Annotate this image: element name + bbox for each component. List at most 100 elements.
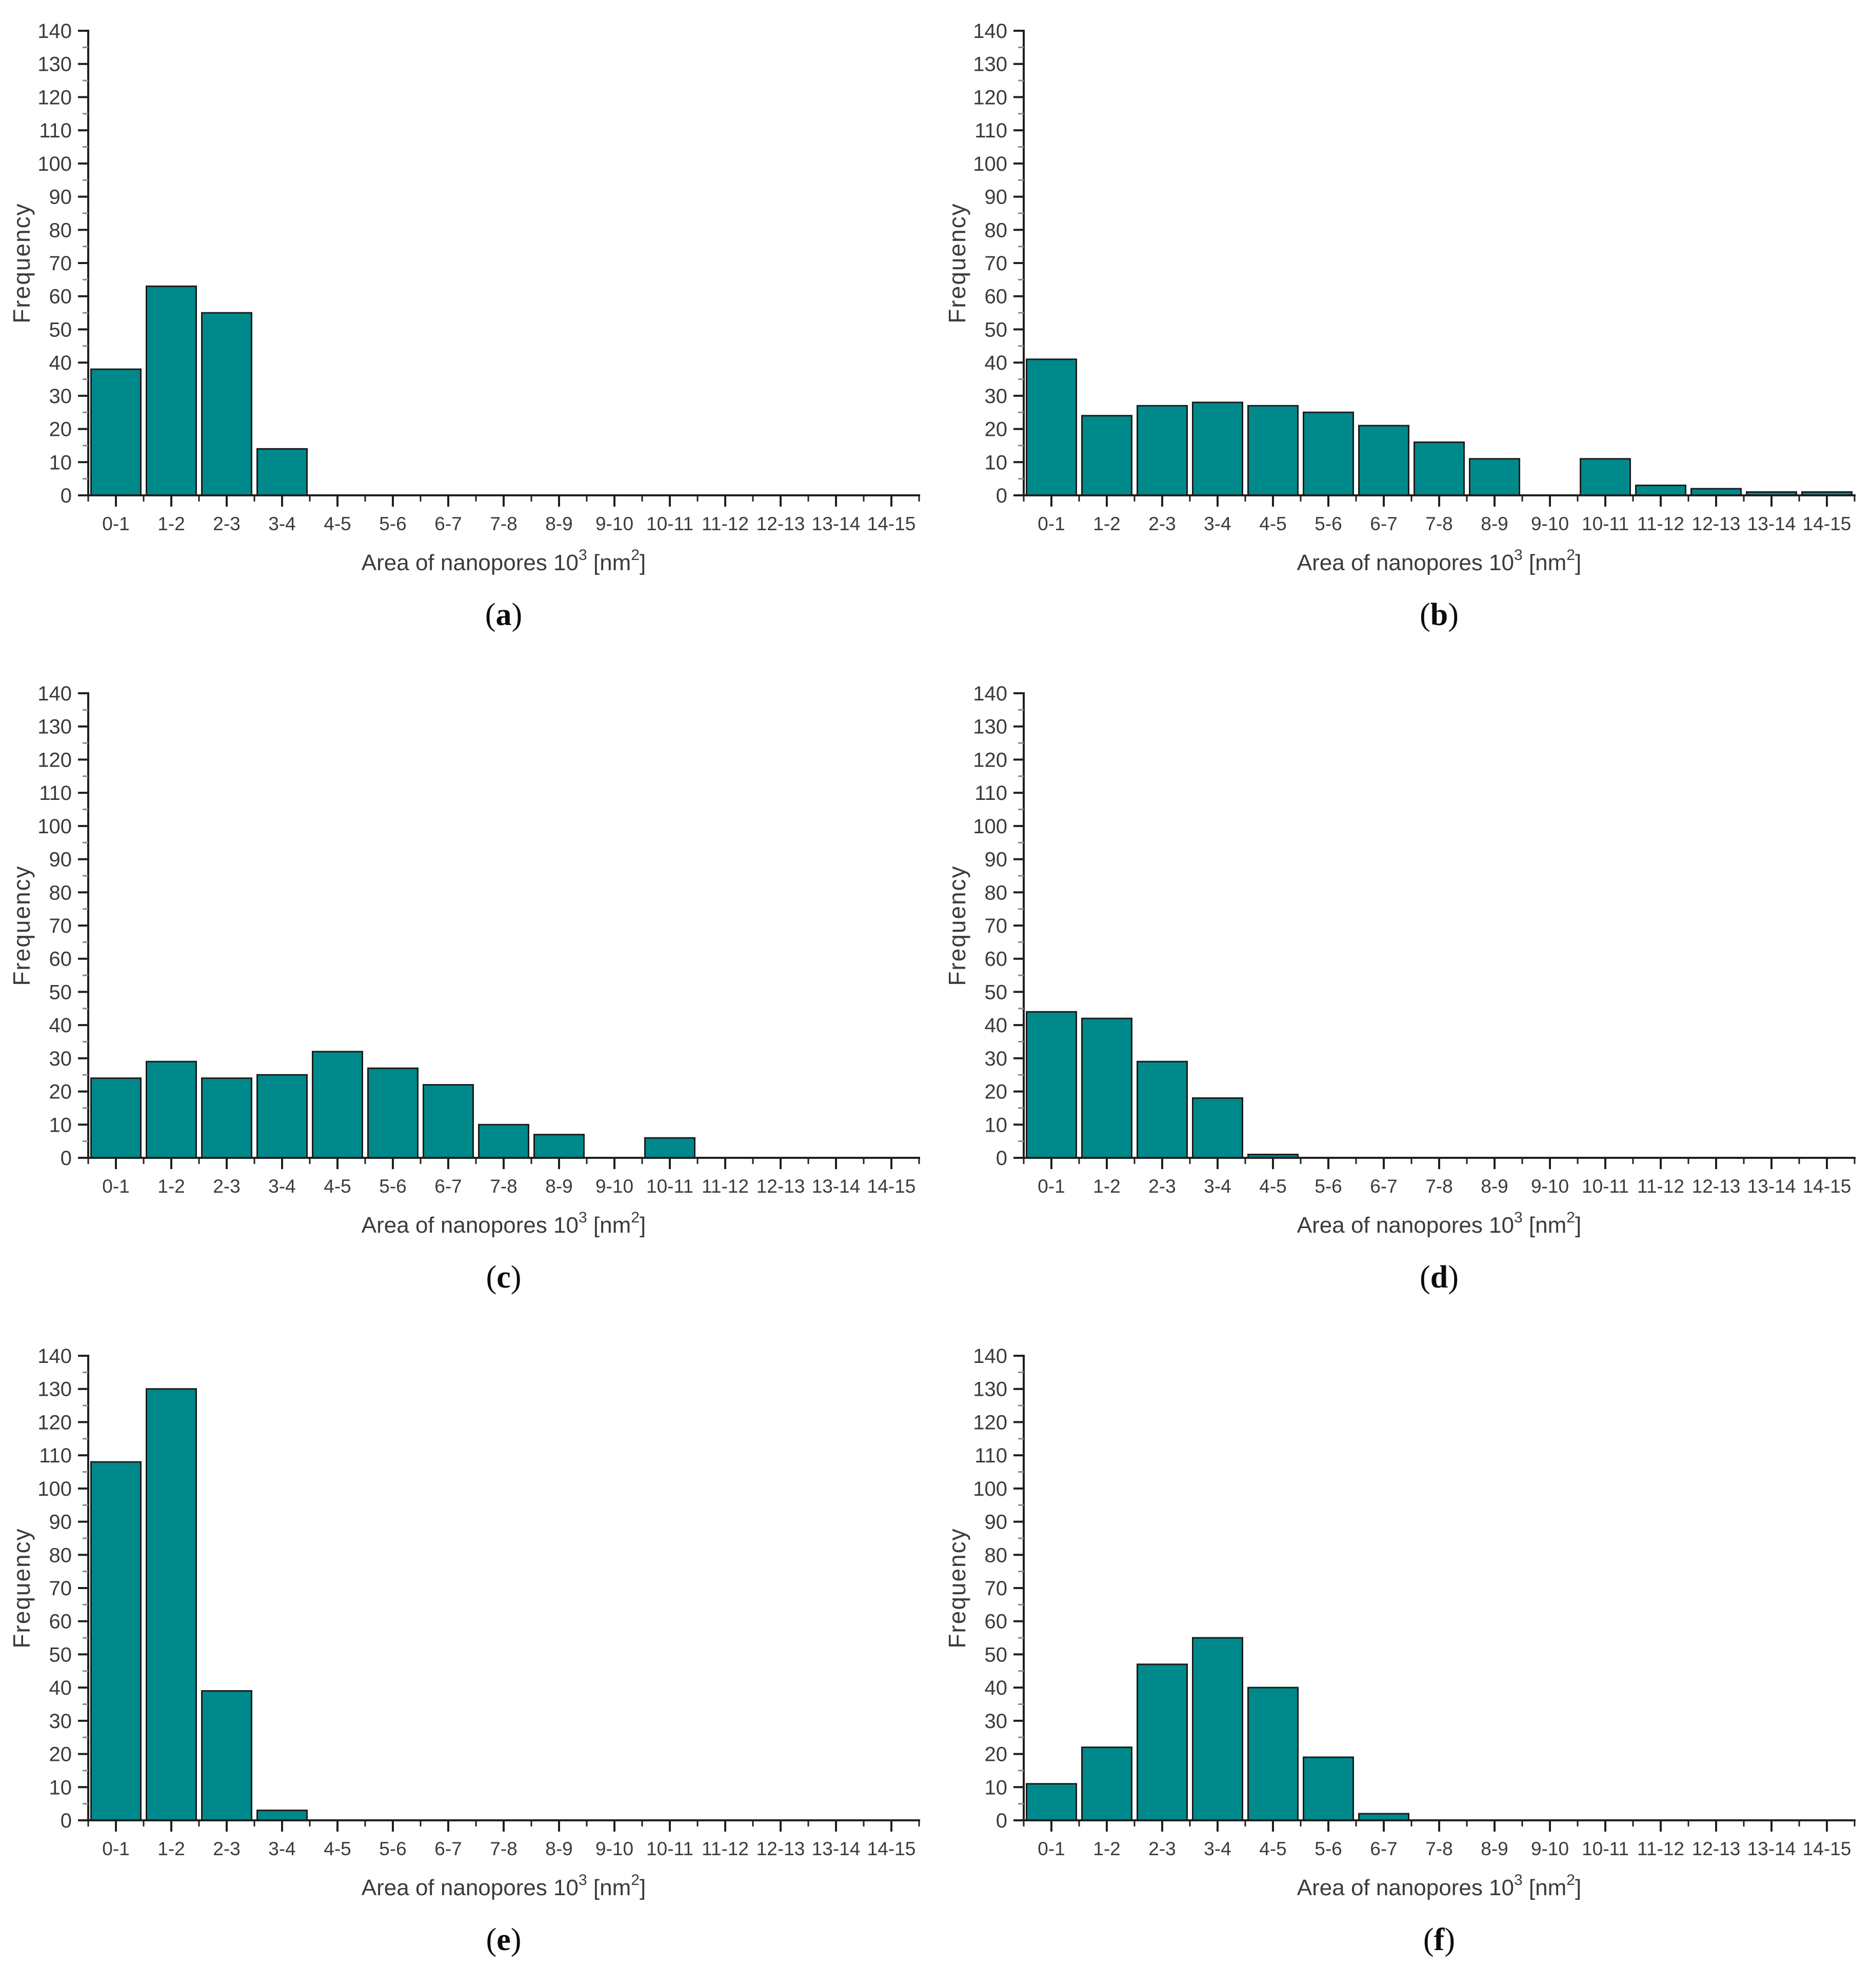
y-tick-label: 50 <box>985 1643 1008 1666</box>
x-tick-label: 2-3 <box>213 513 240 534</box>
x-tick-label: 12-13 <box>1692 1176 1741 1197</box>
y-tick-label: 10 <box>49 1114 72 1136</box>
x-tick-label: 2-3 <box>213 1838 240 1859</box>
bar-4-5 <box>1247 1686 1299 1821</box>
y-tick-label: 70 <box>49 915 72 937</box>
x-tick-label: 5-6 <box>379 1838 406 1859</box>
bar-1-2 <box>1081 1746 1132 1821</box>
y-tick-label: 120 <box>37 749 72 771</box>
x-tick-label: 9-10 <box>595 1838 633 1859</box>
x-tick-label: 6-7 <box>1370 513 1397 534</box>
y-tick-label: 20 <box>49 1743 72 1766</box>
x-tick-label: 14-15 <box>867 1176 916 1197</box>
bar-1-2 <box>1081 415 1132 496</box>
x-axis-label: Area of nanopores 103 [nm2] <box>362 1872 646 1900</box>
y-axis-label: Frequency <box>944 203 970 323</box>
y-tick-label: 110 <box>974 119 1007 142</box>
x-tick-label: 4-5 <box>1259 1838 1286 1859</box>
x-axis-label: Area of nanopores 103 [nm2] <box>1297 1872 1581 1900</box>
y-tick-label: 10 <box>985 1114 1008 1136</box>
y-tick-label: 10 <box>49 451 72 474</box>
bar-8-9 <box>533 1134 585 1159</box>
x-tick-label: 3-4 <box>268 1176 295 1197</box>
y-tick-label: 30 <box>49 1048 72 1070</box>
y-axis-label: Frequency <box>944 865 970 986</box>
bar-10-11 <box>644 1137 695 1159</box>
x-tick-label: 7-8 <box>1425 1838 1452 1859</box>
panel-e: 0 10 20 30 40 50 60 70 80 90 100 110 120 130 140 0-1 1-2… <box>0 1325 936 1987</box>
caption-close-paren: ) <box>510 1260 522 1295</box>
x-tick-label: 6-7 <box>434 1838 462 1859</box>
y-tick-label: 60 <box>49 1611 72 1633</box>
y-tick-label: 120 <box>973 86 1007 109</box>
x-tick-label: 13-14 <box>812 513 861 534</box>
y-tick-label: 20 <box>49 1081 72 1103</box>
x-tick-label: 1-2 <box>157 513 185 534</box>
y-tick-label: 40 <box>985 1014 1008 1037</box>
bar-1-2 <box>1081 1017 1132 1159</box>
y-tick-label: 90 <box>985 186 1008 209</box>
y-tick-label: 10 <box>985 1776 1008 1799</box>
y-tick-label: 80 <box>985 219 1008 242</box>
bar-2-3 <box>201 1077 252 1159</box>
panel-caption-f: (f) <box>1024 1922 1855 1958</box>
y-tick-label: 130 <box>37 716 72 738</box>
y-tick-label: 30 <box>985 385 1008 408</box>
x-tick-label: 0-1 <box>1038 1176 1065 1197</box>
y-tick-label: 140 <box>973 20 1007 43</box>
y-tick-label: 140 <box>973 682 1007 705</box>
y-tick-label: 100 <box>973 815 1007 838</box>
y-tick-label: 120 <box>37 1411 72 1434</box>
y-tick-label: 20 <box>985 1743 1008 1766</box>
y-tick-label: 20 <box>49 418 72 441</box>
x-tick-label: 5-6 <box>1315 513 1342 534</box>
y-tick-label: 40 <box>985 352 1008 374</box>
x-axis-label: Area of nanopores 103 [nm2] <box>1297 1209 1581 1238</box>
x-tick-label: 13-14 <box>1747 1838 1796 1859</box>
panel-caption-d: (d) <box>1024 1259 1855 1296</box>
y-tick-label: 90 <box>49 849 72 871</box>
y-tick-label: 50 <box>49 981 72 1003</box>
histogram-chart-e: 0 10 20 30 40 50 60 70 80 90 100 110 120 130 140 0-1 1-2… <box>8 1345 920 1900</box>
caption-letter: a <box>495 597 512 632</box>
y-tick-label: 90 <box>49 186 72 209</box>
caption-close-paren: ) <box>1448 1260 1459 1295</box>
x-tick-label: 11-12 <box>702 1176 749 1197</box>
x-tick-label: 9-10 <box>1531 1176 1569 1197</box>
histogram-chart-f: 0 10 20 30 40 50 60 70 80 90 100 110 120 130 140 0-1 1-2… <box>944 1345 1856 1900</box>
x-tick-label: 5-6 <box>1315 1176 1342 1197</box>
y-tick-label: 130 <box>37 1378 72 1401</box>
panel-caption-c: (c) <box>88 1259 919 1296</box>
x-tick-label: 7-8 <box>490 513 517 534</box>
y-tick-label: 110 <box>974 782 1007 805</box>
x-tick-label: 12-13 <box>1692 1838 1741 1859</box>
x-tick-label: 5-6 <box>379 513 406 534</box>
y-tick-label: 40 <box>49 1014 72 1037</box>
y-tick-label: 30 <box>49 1710 72 1733</box>
x-tick-label: 9-10 <box>1531 1838 1569 1859</box>
x-tick-label: 3-4 <box>268 513 295 534</box>
y-tick-label: 140 <box>973 1345 1007 1368</box>
caption-close-paren: ) <box>1444 1922 1455 1957</box>
y-tick-label: 20 <box>985 1081 1008 1103</box>
y-tick-label: 0 <box>61 1147 72 1170</box>
caption-letter: b <box>1430 597 1448 632</box>
y-tick-label: 60 <box>49 286 72 308</box>
y-tick-label: 0 <box>61 1810 72 1832</box>
y-tick-label: 140 <box>37 682 72 705</box>
caption-letter: c <box>496 1260 511 1295</box>
x-tick-label: 0-1 <box>1038 1838 1065 1859</box>
x-tick-label: 5-6 <box>379 1176 406 1197</box>
y-tick-label: 120 <box>973 749 1007 771</box>
caption-letter: f <box>1434 1922 1445 1957</box>
x-tick-label: 1-2 <box>157 1838 185 1859</box>
x-tick-label: 13-14 <box>1747 513 1796 534</box>
caption-letter: e <box>496 1922 511 1957</box>
panel-f: 0 10 20 30 40 50 60 70 80 90 100 110 120 130 140 0-1 1-2… <box>936 1325 1871 1987</box>
x-tick-label: 1-2 <box>157 1176 185 1197</box>
x-tick-label: 4-5 <box>324 1176 351 1197</box>
y-tick-label: 10 <box>985 451 1008 474</box>
y-tick-label: 130 <box>37 53 72 76</box>
x-tick-label: 0-1 <box>102 1176 129 1197</box>
